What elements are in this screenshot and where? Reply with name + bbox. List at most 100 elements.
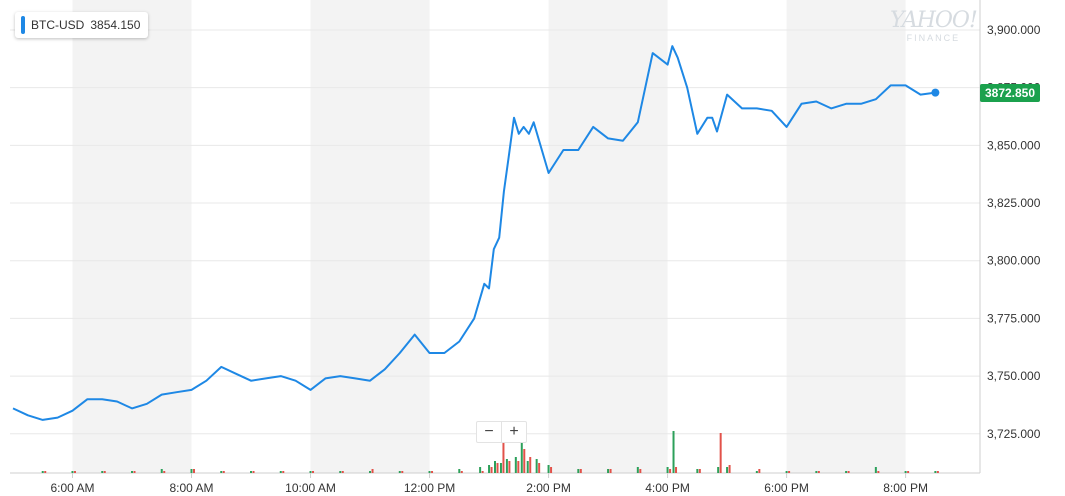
- volume-bar-down: [282, 471, 285, 473]
- legend-symbol: BTC-USD: [31, 18, 85, 32]
- x-tick-label: 6:00 PM: [764, 481, 809, 495]
- zoom-controls: − +: [476, 421, 527, 443]
- volume-bar-up: [547, 465, 550, 473]
- volume-bar-up: [250, 471, 253, 473]
- volume-bar-up: [41, 471, 44, 473]
- x-tick-label: 2:00 PM: [526, 481, 571, 495]
- volume-bar-up: [514, 457, 517, 473]
- volume-bar-down: [728, 465, 731, 473]
- volume-bar-up: [874, 467, 877, 473]
- volume-bar-down: [133, 471, 136, 473]
- volume-bar-up: [696, 469, 699, 473]
- volume-bar-up: [339, 471, 342, 473]
- volume-bar-up: [479, 467, 482, 473]
- zoom-in-button[interactable]: +: [509, 423, 519, 440]
- volume-bar-down: [341, 471, 344, 473]
- volume-bar-down: [719, 433, 722, 473]
- volume-bar-up: [607, 469, 610, 473]
- volume-bar-down: [312, 471, 315, 473]
- volume-bar-down: [538, 463, 541, 473]
- volume-bar-up: [520, 437, 523, 473]
- volume-bar-up: [934, 471, 937, 473]
- y-tick-label: 3,900.000: [987, 23, 1041, 37]
- volume-bar-up: [369, 471, 372, 473]
- y-tick-label: 3,750.000: [987, 369, 1041, 383]
- volume-bar-down: [163, 471, 166, 473]
- volume-bar-down: [252, 471, 255, 473]
- volume-bar-up: [458, 469, 461, 473]
- volume-bar-down: [371, 469, 374, 473]
- volume-bar-down: [529, 457, 532, 473]
- volume-bar-down: [193, 469, 196, 473]
- y-tick-label: 3,800.000: [987, 254, 1041, 268]
- volume-bar-up: [526, 461, 529, 473]
- x-tick-label: 8:00 AM: [169, 481, 213, 495]
- x-tick-label: 12:00 PM: [404, 481, 455, 495]
- watermark-brand: YAHOO!: [890, 8, 978, 33]
- volume-bar-up: [845, 471, 848, 473]
- zoom-divider: [501, 422, 502, 442]
- volume-bar-down: [431, 471, 434, 473]
- volume-bar-up: [160, 469, 163, 473]
- volume-bar-down: [481, 471, 484, 473]
- volume-bar-down: [936, 471, 939, 473]
- volume-bar-up: [279, 471, 282, 473]
- volume-bar-up: [499, 463, 502, 473]
- volume-bar-down: [669, 469, 672, 473]
- volume-bar-down: [502, 437, 505, 473]
- volume-bar-down: [847, 471, 850, 473]
- volume-bar-down: [496, 463, 499, 473]
- legend-value: 3854.150: [90, 18, 141, 32]
- volume-bar-up: [785, 471, 788, 473]
- volume-bar-down: [698, 469, 701, 473]
- volume-bar-up: [309, 471, 312, 473]
- x-tick-label: 10:00 AM: [285, 481, 336, 495]
- volume-bar-down: [508, 461, 511, 473]
- volume-bar-down: [44, 471, 47, 473]
- volume-bar-down: [817, 471, 820, 473]
- time-band: [786, 0, 906, 473]
- volume-bar-down: [675, 467, 678, 473]
- volume-bar-down: [73, 471, 76, 473]
- volume-bar-up: [726, 467, 729, 473]
- last-price-dot: [931, 88, 940, 97]
- volume-bar-up: [505, 459, 508, 473]
- series-legend[interactable]: BTC-USD 3854.150: [15, 12, 149, 38]
- y-tick-label: 3,725.000: [987, 427, 1041, 441]
- volume-bar-up: [755, 471, 758, 473]
- volume-bar-up: [717, 467, 720, 473]
- volume-bar-down: [639, 469, 642, 473]
- volume-bar-up: [398, 471, 401, 473]
- last-price-tag: 3872.850: [980, 83, 1040, 102]
- volume-bar-up: [71, 471, 74, 473]
- y-tick-label: 3,850.000: [987, 138, 1041, 152]
- volume-bar-down: [579, 469, 582, 473]
- x-tick-label: 8:00 PM: [883, 481, 928, 495]
- volume-bar-down: [517, 461, 520, 473]
- y-tick-label: 3,775.000: [987, 311, 1041, 325]
- volume-bar-up: [220, 471, 223, 473]
- volume-bar-up: [577, 469, 580, 473]
- yahoo-finance-logo: YAHOO! FINANCE: [890, 8, 978, 43]
- volume-bar-up: [428, 471, 431, 473]
- volume-bar-down: [609, 469, 612, 473]
- x-tick-label: 4:00 PM: [645, 481, 690, 495]
- x-tick-label: 6:00 AM: [50, 481, 94, 495]
- volume-bar-up: [672, 431, 675, 473]
- volume-bar-up: [535, 459, 538, 473]
- volume-bar-up: [666, 467, 669, 473]
- volume-bar-up: [101, 471, 104, 473]
- volume-bar-down: [103, 471, 106, 473]
- volume-bar-up: [815, 471, 818, 473]
- volume-bar-down: [758, 469, 761, 473]
- volume-bar-up: [636, 467, 639, 473]
- volume-bar-up: [488, 465, 491, 473]
- volume-bar-down: [877, 471, 880, 473]
- volume-bar-up: [904, 471, 907, 473]
- volume-bar-down: [401, 471, 404, 473]
- volume-bar-down: [460, 471, 463, 473]
- watermark-sub: FINANCE: [906, 33, 961, 43]
- zoom-out-button[interactable]: −: [484, 423, 494, 440]
- volume-bar-down: [490, 467, 493, 473]
